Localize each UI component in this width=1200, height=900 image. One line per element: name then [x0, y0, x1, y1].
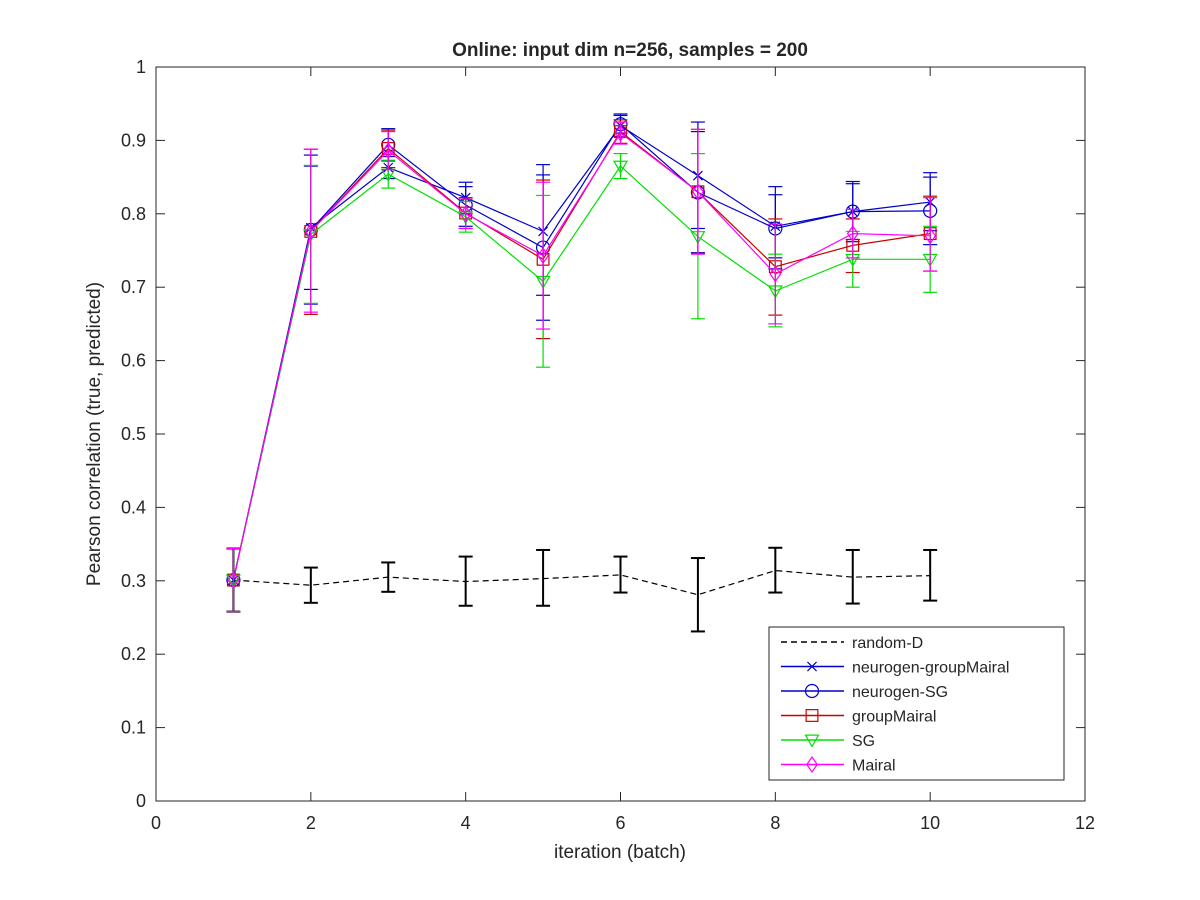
- legend-entry: SG: [781, 733, 875, 750]
- series-layer: [225, 113, 938, 633]
- legend-label: groupMairal: [852, 709, 936, 726]
- legend-label: Mairal: [852, 758, 896, 775]
- data-point-marker-diamond: [614, 124, 627, 142]
- x-tick-label: 10: [920, 813, 940, 833]
- error-bar: [381, 561, 396, 593]
- y-tick-label: 0.1: [121, 718, 146, 738]
- legend-entry: neurogen-groupMairal: [781, 660, 1009, 677]
- y-tick-label: 1: [136, 57, 146, 77]
- error-bar: [303, 148, 318, 313]
- legend-label: neurogen-SG: [852, 684, 948, 701]
- error-bar: [226, 547, 241, 613]
- y-axis-label: Pearson correlation (true, predicted): [84, 282, 105, 586]
- error-bar: [458, 198, 473, 230]
- error-bar: [536, 181, 551, 330]
- legend-box: [768, 626, 1065, 781]
- x-tick-label: 4: [461, 813, 471, 833]
- data-point-marker-x: [807, 661, 817, 672]
- x-tick-label: 6: [615, 813, 625, 833]
- x-axis-label: iteration (batch): [554, 842, 686, 863]
- data-point-marker-diamond: [227, 571, 240, 589]
- error-bar: [690, 128, 705, 255]
- legend-entry: groupMairal: [781, 709, 936, 726]
- y-tick-label: 0.9: [121, 130, 146, 150]
- data-point-marker-diamond: [304, 222, 317, 240]
- chart-title: Online: input dim n=256, samples = 200: [452, 40, 808, 61]
- x-tick-label: 8: [770, 813, 780, 833]
- legend-label: neurogen-groupMairal: [852, 660, 1009, 677]
- legend-entry: random-D: [781, 635, 923, 652]
- error-bar: [303, 566, 318, 604]
- data-point-marker-diamond: [459, 205, 472, 223]
- series-line: [232, 124, 931, 581]
- data-point-marker-diamond: [846, 225, 859, 243]
- marker-stroke: [807, 661, 817, 672]
- x-tick-label: 0: [151, 813, 161, 833]
- y-axis-ticks: 0 0.1 0.2 0.3 0.4 0.5 0.6 0.7 0.8 0.9 1: [121, 57, 1085, 811]
- error-bar: [613, 153, 628, 180]
- error-bar: [845, 208, 860, 259]
- x-axis-ticks: 0 2 4 6 8 10 12: [151, 67, 1095, 833]
- series-line: [232, 123, 931, 581]
- data-point-marker-diamond: [806, 755, 818, 774]
- legend-label: SG: [852, 733, 875, 750]
- legend-entry: Mairal: [781, 755, 896, 775]
- data-point-marker-diamond: [924, 227, 937, 245]
- data-point-marker-triangle: [612, 160, 629, 174]
- y-tick-label: 0.8: [121, 204, 146, 224]
- error-bar: [845, 548, 860, 605]
- legend-entry: neurogen-SG: [781, 683, 948, 701]
- data-point-marker-triangle: [804, 734, 820, 748]
- error-bar: [768, 223, 783, 325]
- y-tick-label: 0.6: [121, 351, 146, 371]
- error-bar: [923, 197, 938, 272]
- error-bar: [381, 130, 396, 171]
- x-tick-label: 2: [306, 813, 316, 833]
- error-bar: [690, 557, 705, 633]
- x-tick-label: 12: [1075, 813, 1095, 833]
- data-point-marker-square: [805, 709, 819, 722]
- series-line: [232, 165, 931, 581]
- data-point-marker-diamond: [537, 247, 550, 265]
- error-bar: [768, 546, 783, 594]
- data-point-marker-diamond: [382, 142, 395, 160]
- error-bar: [923, 548, 938, 602]
- y-tick-label: 0.5: [121, 424, 146, 444]
- error-bar: [458, 555, 473, 607]
- data-point-marker-diamond: [691, 183, 704, 201]
- error-bar: [536, 548, 551, 607]
- data-point-marker-diamond: [769, 265, 782, 283]
- y-tick-label: 0.4: [121, 497, 146, 517]
- data-point-marker-circle: [804, 683, 820, 699]
- legend-label: random-D: [852, 635, 923, 652]
- legend: random-D neurogen-groupMairal neurogen-SG g…: [768, 626, 1065, 781]
- y-tick-label: 0.2: [121, 644, 146, 664]
- y-tick-label: 0.3: [121, 571, 146, 591]
- series-line: [232, 132, 931, 581]
- y-tick-label: 0: [136, 791, 146, 811]
- error-bar: [613, 555, 628, 594]
- series-mairal: [226, 121, 938, 613]
- y-tick-label: 0.7: [121, 277, 146, 297]
